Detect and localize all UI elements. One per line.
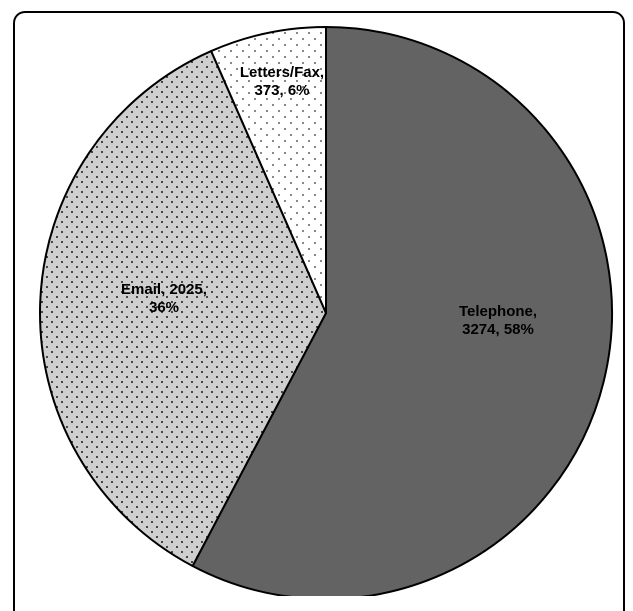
slice-label-line: Telephone,	[459, 303, 537, 320]
slice-label-line: 373, 6%	[254, 82, 309, 99]
slice-label-line: Email, 2025,	[121, 281, 207, 298]
slice-label-line: Letters/Fax,	[240, 64, 324, 81]
slice-label-telephone: Telephone, 3274, 58%	[459, 303, 537, 338]
pie-slice-letters-fax	[210, 26, 327, 314]
pie-chart: Telephone, 3274, 58% Email, 2025, 36% Letter…	[39, 26, 613, 596]
pie-slices	[39, 26, 613, 596]
slice-label-line: 36%	[149, 299, 179, 316]
slice-label-email: Email, 2025, 36%	[121, 281, 207, 316]
slice-label-letters-fax: Letters/Fax, 373, 6%	[240, 64, 324, 99]
pie-labels: Telephone, 3274, 58% Email, 2025, 36% Letter…	[121, 64, 537, 338]
pie-slice-email	[39, 50, 327, 567]
pie-slice-telephone	[191, 26, 613, 596]
slice-label-line: 3274, 58%	[462, 321, 534, 338]
